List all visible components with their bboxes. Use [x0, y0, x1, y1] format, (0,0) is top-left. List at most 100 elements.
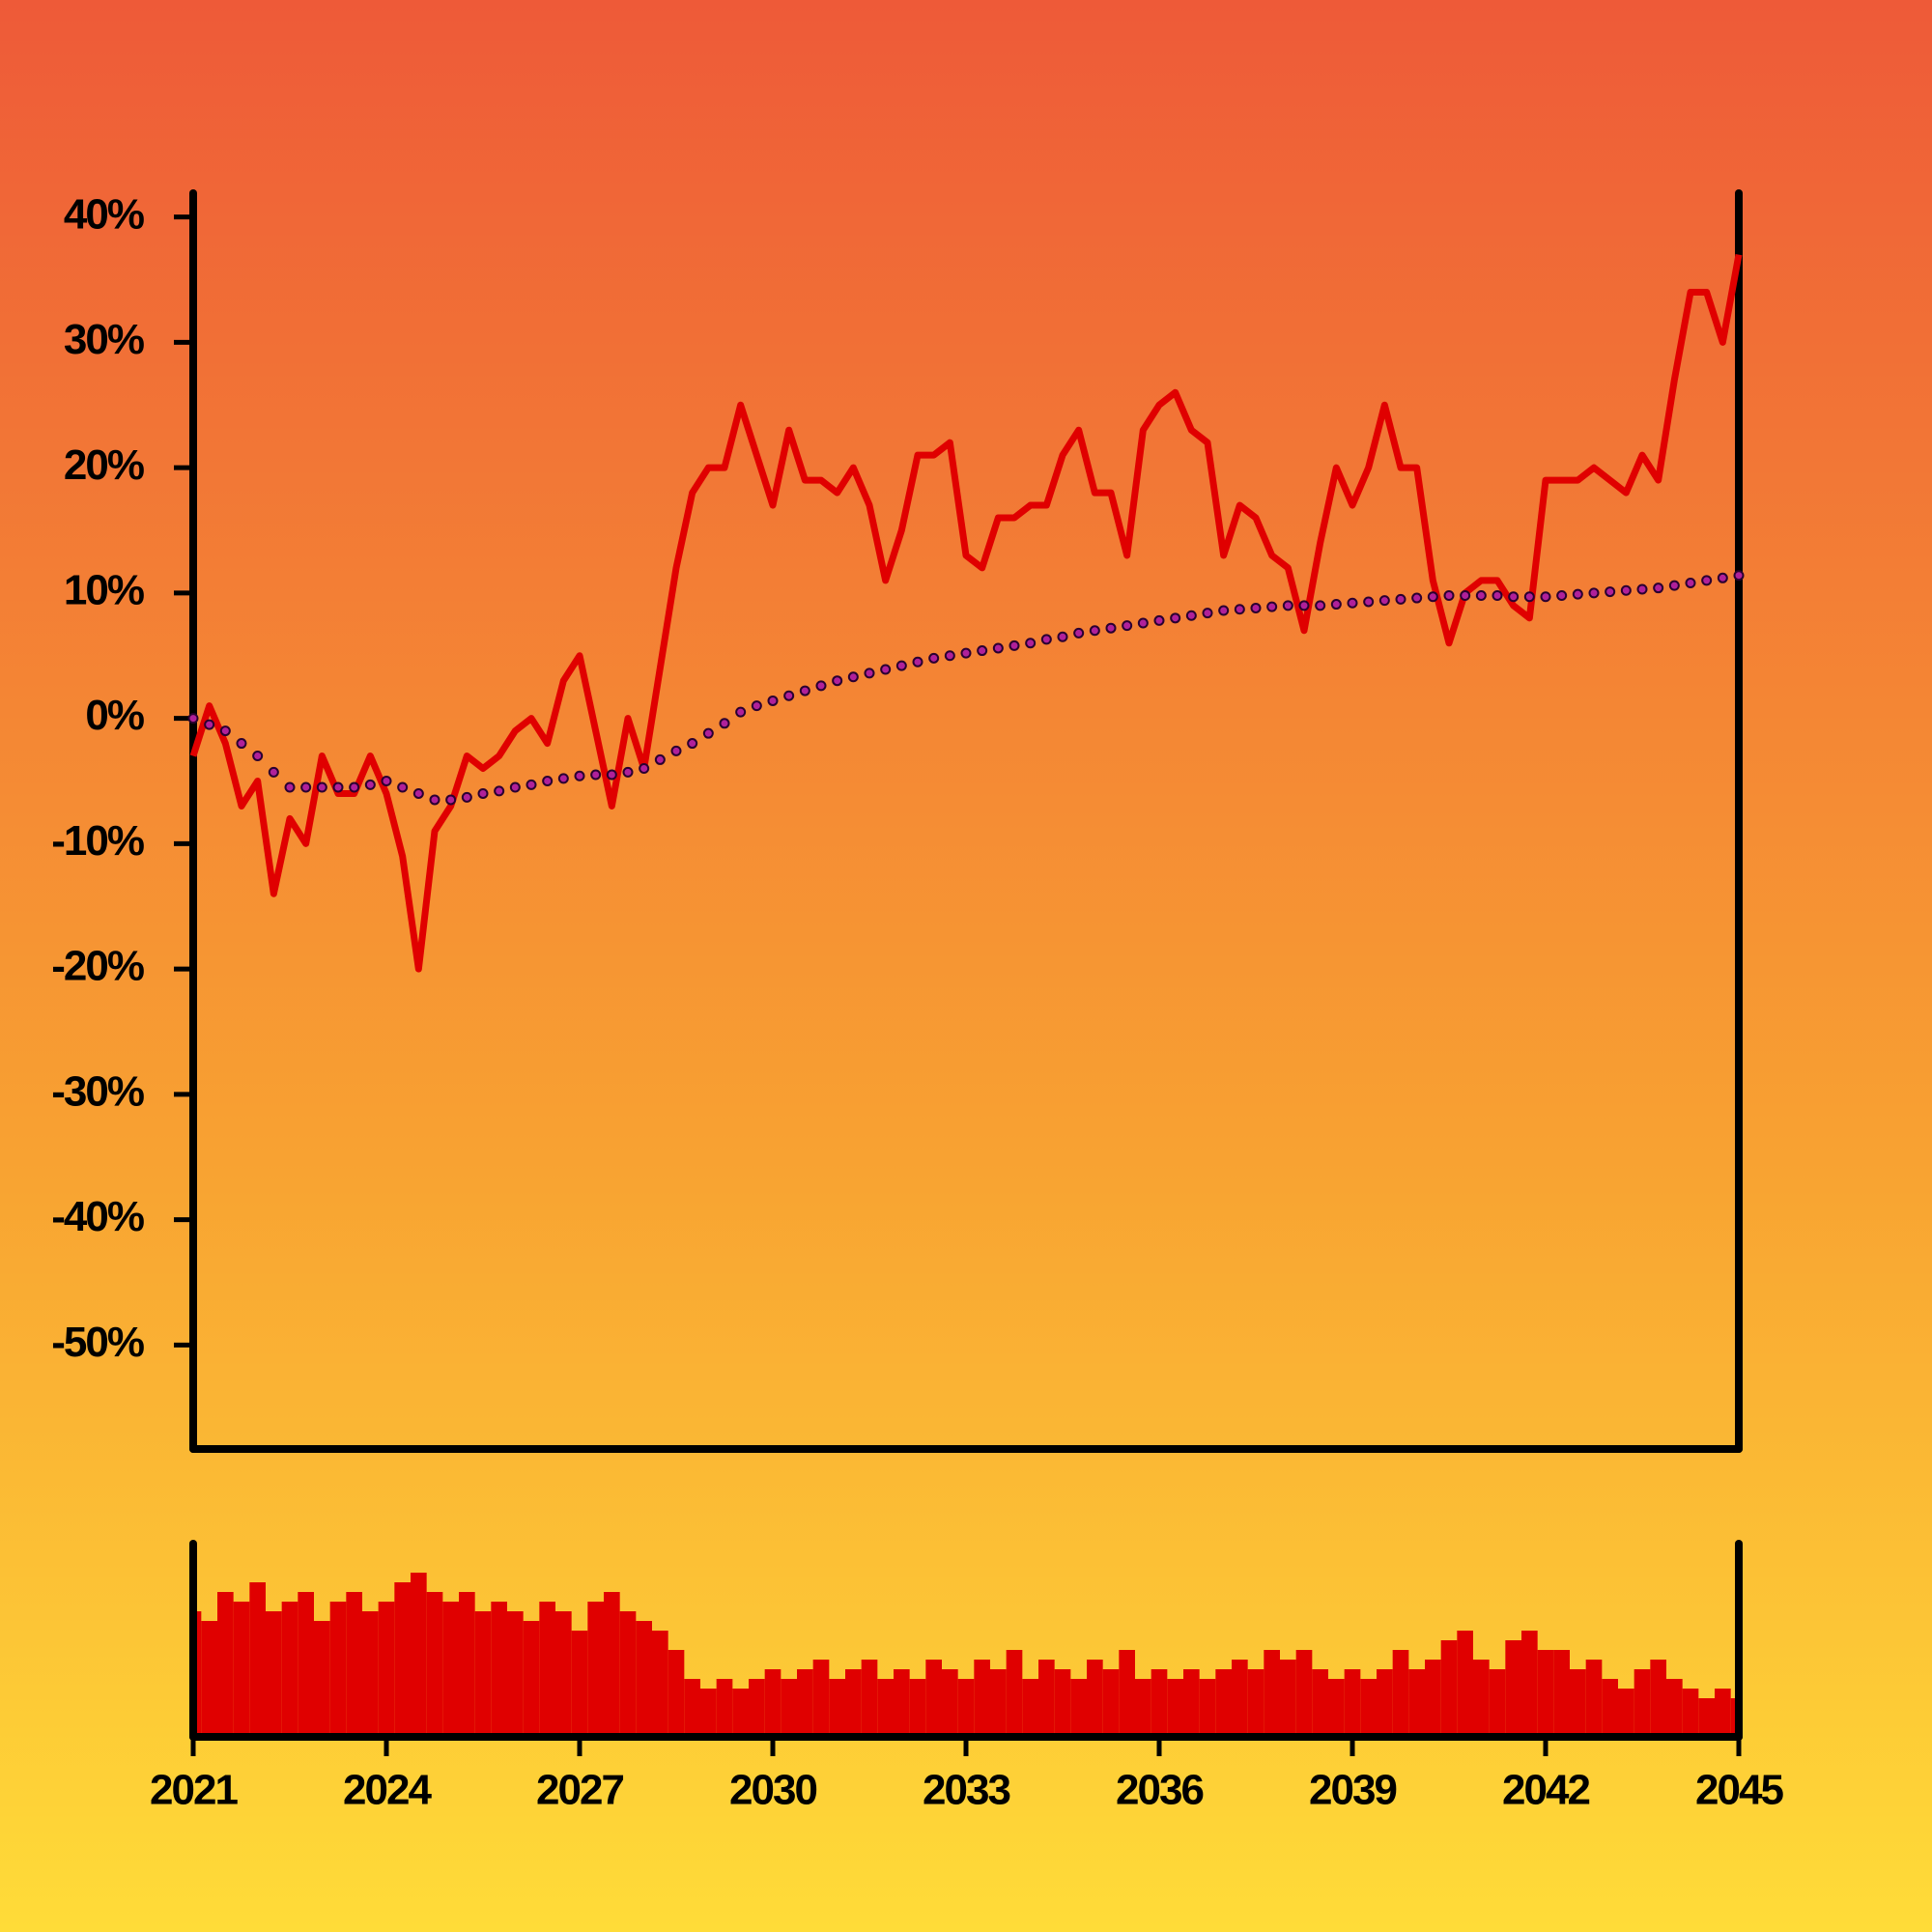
moving-average-dot [1443, 589, 1455, 601]
volume-bar [700, 1689, 717, 1737]
volume-bar [829, 1679, 845, 1737]
moving-average-dot [928, 652, 940, 664]
moving-average-dot [1170, 612, 1181, 624]
moving-average-dot [1202, 608, 1213, 619]
volume-bar [426, 1592, 443, 1737]
volume-bar [491, 1602, 507, 1737]
moving-average-dot [1636, 583, 1648, 595]
moving-average-dot [332, 781, 344, 793]
moving-average-dot [1250, 602, 1262, 613]
volume-bar [362, 1611, 379, 1737]
moving-average-dot [1572, 588, 1583, 600]
volume-bar [604, 1592, 620, 1737]
moving-average-dot [1105, 622, 1117, 634]
moving-average-dot [477, 787, 489, 799]
moving-average-dot [1137, 617, 1149, 629]
moving-average-dot [557, 773, 569, 784]
volume-bar [1440, 1640, 1458, 1737]
volume-bar [749, 1679, 765, 1737]
moving-average-dot [1266, 601, 1278, 612]
x-tick-label: 2033 [923, 1767, 1009, 1814]
x-tick-label: 2024 [343, 1767, 432, 1814]
moving-average-dot [494, 785, 505, 797]
volume-bar [298, 1592, 314, 1737]
volume-bar [1070, 1679, 1087, 1737]
y-tick-label: 40% [64, 190, 144, 238]
volume-bar [539, 1602, 555, 1737]
moving-average-dot [1701, 575, 1713, 586]
volume-bar [1618, 1689, 1634, 1737]
moving-average-dot [880, 664, 892, 675]
x-tick-label: 2030 [729, 1767, 816, 1814]
moving-average-dot [1411, 592, 1423, 604]
moving-average-dot [268, 766, 279, 778]
moving-average-dot [1717, 572, 1728, 583]
volume-bar [877, 1679, 894, 1737]
x-tick-label: 2036 [1116, 1767, 1203, 1814]
moving-average-dot [445, 794, 457, 806]
moving-average-dot [1668, 580, 1680, 591]
moving-average-dot [622, 766, 634, 778]
y-tick-label: -40% [51, 1193, 144, 1240]
volume-bar [1537, 1650, 1554, 1737]
x-tick-label: 2021 [150, 1767, 238, 1814]
moving-average-dot [1733, 570, 1745, 582]
y-tick-label: -30% [51, 1067, 144, 1115]
volume-bar [281, 1602, 298, 1737]
volume-bar [1102, 1669, 1120, 1737]
moving-average-dot [799, 685, 810, 696]
moving-average-dot [1685, 577, 1696, 588]
volume-bar [845, 1669, 862, 1737]
moving-average-dot [252, 751, 264, 762]
volume-bar [1634, 1669, 1651, 1737]
moving-average-dot [783, 690, 795, 701]
x-tick-label: 2039 [1309, 1767, 1396, 1814]
volume-bar [668, 1650, 685, 1737]
moving-average-dot [606, 769, 617, 781]
volume-bar [990, 1669, 1007, 1737]
volume-bar [1650, 1660, 1666, 1737]
volume-bar [909, 1679, 926, 1737]
x-tick-label: 2045 [1695, 1767, 1783, 1814]
volume-bar [1392, 1650, 1409, 1737]
volume-bar [684, 1679, 700, 1737]
volume-bar [1666, 1679, 1683, 1737]
volume-bar [1715, 1689, 1731, 1737]
y-tick-label: -10% [51, 817, 144, 865]
moving-average-dot [1363, 596, 1375, 608]
moving-average-dot [1523, 591, 1535, 603]
moving-average-dot [1330, 599, 1342, 611]
volume-bar [1119, 1650, 1135, 1737]
volume-bar [1135, 1679, 1151, 1737]
moving-average-dot [1395, 593, 1406, 605]
volume-bar [314, 1621, 330, 1737]
moving-average-dot [1588, 587, 1600, 599]
moving-average-dot [1378, 595, 1390, 607]
volume-bar [732, 1689, 749, 1737]
volume-bar [1489, 1669, 1506, 1737]
moving-average-dot [1282, 600, 1293, 611]
volume-bar [459, 1592, 475, 1737]
moving-average-dot [381, 775, 392, 786]
moving-average-dot [364, 779, 376, 790]
moving-average-dot [284, 781, 296, 793]
volume-bar [1151, 1669, 1168, 1737]
moving-average-dot [1122, 620, 1133, 632]
moving-average-dot [574, 770, 585, 781]
volume-bar [861, 1660, 878, 1737]
y-tick-label: 0% [85, 692, 143, 739]
volume-bar [1280, 1660, 1296, 1737]
moving-average-dot [847, 671, 859, 683]
moving-average-dot [1620, 584, 1632, 596]
volume-bar [764, 1669, 781, 1737]
volume-bar [193, 1611, 202, 1737]
volume-bar [1602, 1679, 1618, 1737]
moving-average-dot [1556, 589, 1568, 601]
price-line [189, 253, 1743, 973]
volume-bar [249, 1582, 266, 1737]
volume-bar [266, 1611, 282, 1737]
volume-bar [346, 1592, 362, 1737]
volume-bar [812, 1660, 830, 1737]
volume-bar [1570, 1669, 1586, 1737]
moving-average-dot [1298, 600, 1310, 611]
